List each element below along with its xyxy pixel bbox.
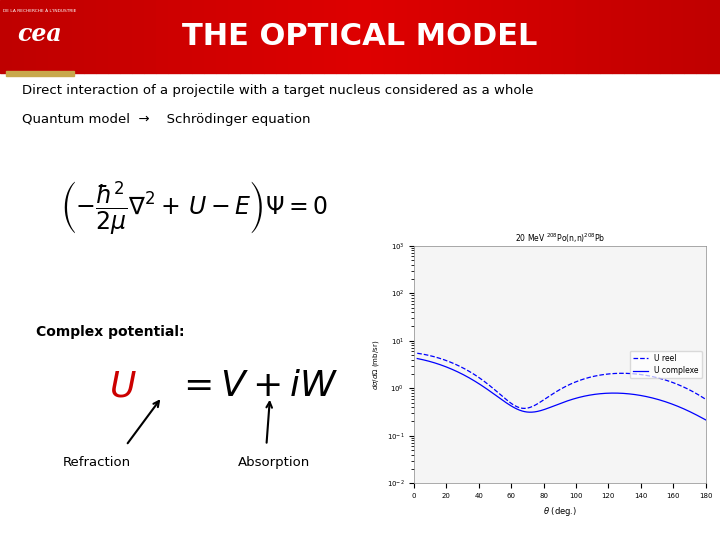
Bar xyxy=(336,0,348,73)
Bar xyxy=(504,0,516,73)
Y-axis label: $d\sigma/d\Omega$ (mb/sr): $d\sigma/d\Omega$ (mb/sr) xyxy=(371,339,381,390)
Bar xyxy=(600,0,612,73)
Bar xyxy=(0,0,12,73)
Bar xyxy=(480,0,492,73)
Bar xyxy=(696,0,708,73)
Bar xyxy=(12,0,24,73)
Bar xyxy=(348,0,360,73)
Line: U reel: U reel xyxy=(417,353,706,408)
Bar xyxy=(540,0,552,73)
Text: Refraction: Refraction xyxy=(63,456,131,469)
Bar xyxy=(216,0,228,73)
Text: THE OPTICAL MODEL: THE OPTICAL MODEL xyxy=(182,22,538,51)
Bar xyxy=(492,0,504,73)
Bar xyxy=(96,0,108,73)
U reel xyxy=(520,405,528,411)
Text: cea: cea xyxy=(17,22,62,46)
Bar xyxy=(588,0,600,73)
Bar xyxy=(360,0,372,73)
Bar xyxy=(120,0,132,73)
U complexe xyxy=(606,390,614,396)
Bar xyxy=(420,0,432,73)
Bar xyxy=(516,0,528,73)
Text: $= V + iW$: $= V + iW$ xyxy=(176,369,338,403)
Bar xyxy=(684,0,696,73)
Bar xyxy=(552,0,564,73)
Text: Direct interaction of a projectile with a target nucleus considered as a whole: Direct interaction of a projectile with … xyxy=(22,84,533,97)
U reel xyxy=(487,384,495,390)
U complexe xyxy=(630,392,639,398)
U complexe xyxy=(544,405,552,411)
Bar xyxy=(84,0,96,73)
U reel xyxy=(583,375,592,381)
Text: $\left(-\dfrac{\hbar^{2}}{2\mu}\nabla^{2}+\,\mathit{U}-E\right)\Psi=0$: $\left(-\dfrac{\hbar^{2}}{2\mu}\nabla^{2… xyxy=(60,179,328,237)
Bar xyxy=(288,0,300,73)
Text: $\mathit{U}$: $\mathit{U}$ xyxy=(109,369,136,403)
Bar xyxy=(468,0,480,73)
Bar xyxy=(444,0,456,73)
Bar xyxy=(228,0,240,73)
Line: U complexe: U complexe xyxy=(417,359,706,420)
Bar xyxy=(156,0,168,73)
Bar xyxy=(6,71,74,76)
Bar xyxy=(636,0,648,73)
Bar xyxy=(576,0,588,73)
Bar xyxy=(72,0,84,73)
U complexe xyxy=(583,393,592,399)
U reel xyxy=(701,396,710,402)
Bar xyxy=(528,0,540,73)
Bar xyxy=(324,0,336,73)
U reel xyxy=(631,370,639,377)
U reel xyxy=(464,368,472,374)
Bar xyxy=(456,0,468,73)
Bar xyxy=(252,0,264,73)
Bar xyxy=(24,0,36,73)
U reel xyxy=(606,370,615,377)
Bar xyxy=(264,0,276,73)
Bar xyxy=(564,0,576,73)
Title: 20 MeV $^{208}$Po(n,n)$^{208}$Pb: 20 MeV $^{208}$Po(n,n)$^{208}$Pb xyxy=(515,231,605,245)
Text: Absorption: Absorption xyxy=(238,456,310,469)
Bar xyxy=(708,0,720,73)
Bar xyxy=(240,0,252,73)
Bar xyxy=(624,0,636,73)
Text: DE LA RECHERCHE À L'INDUSTRIE: DE LA RECHERCHE À L'INDUSTRIE xyxy=(3,9,76,12)
Bar xyxy=(132,0,144,73)
U complexe xyxy=(464,374,472,381)
Bar xyxy=(180,0,192,73)
Bar xyxy=(660,0,672,73)
U complexe xyxy=(487,389,495,395)
Bar xyxy=(408,0,420,73)
Bar xyxy=(612,0,624,73)
Bar xyxy=(300,0,312,73)
Legend: U reel, U complexe: U reel, U complexe xyxy=(630,350,702,379)
Bar xyxy=(396,0,408,73)
Bar xyxy=(60,0,72,73)
Bar xyxy=(36,0,48,73)
U complexe xyxy=(413,355,421,362)
U complexe xyxy=(701,417,710,423)
Bar xyxy=(648,0,660,73)
Bar xyxy=(372,0,384,73)
Bar xyxy=(168,0,180,73)
Bar xyxy=(144,0,156,73)
Bar xyxy=(48,0,60,73)
Bar xyxy=(432,0,444,73)
Bar xyxy=(192,0,204,73)
Bar xyxy=(312,0,324,73)
Bar xyxy=(108,0,120,73)
Bar xyxy=(276,0,288,73)
X-axis label: $\theta$ (deg.): $\theta$ (deg.) xyxy=(543,504,577,517)
Text: Quantum model  →    Schrödinger equation: Quantum model → Schrödinger equation xyxy=(22,113,310,126)
Bar xyxy=(672,0,684,73)
U reel xyxy=(544,394,552,400)
U reel xyxy=(413,350,421,356)
Text: Complex potential:: Complex potential: xyxy=(36,325,184,339)
Bar xyxy=(384,0,396,73)
Bar xyxy=(204,0,216,73)
